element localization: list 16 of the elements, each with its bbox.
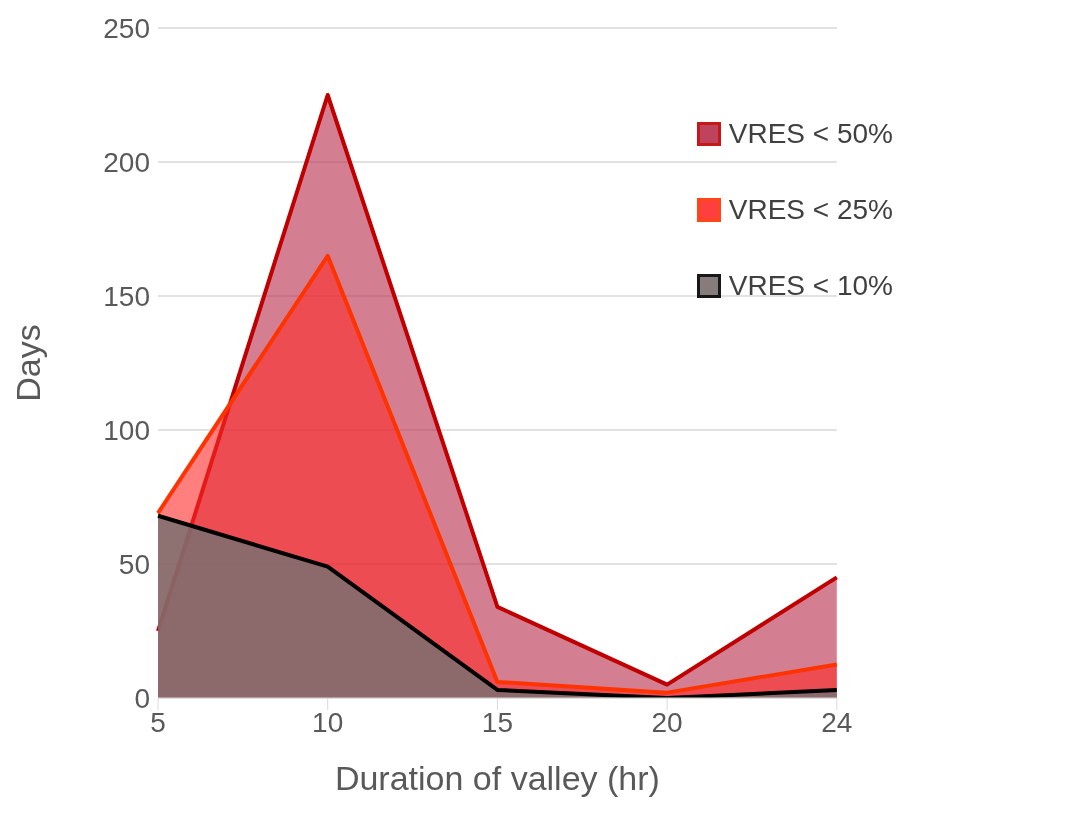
- x-axis-title: Duration of valley (hr): [334, 759, 660, 797]
- y-axis-title: Days: [9, 324, 48, 402]
- y-tick-label: 0: [134, 682, 150, 714]
- y-tick-label: 200: [103, 146, 150, 178]
- legend-label: VRES < 10%: [727, 270, 893, 302]
- y-tick-label: 150: [103, 280, 150, 312]
- y-tick-label: 250: [103, 12, 150, 44]
- x-tick-label: 24: [821, 706, 853, 738]
- x-tick-label: 15: [481, 706, 513, 738]
- y-tick-label: 100: [103, 414, 150, 446]
- legend-label: VRES < 50%: [727, 118, 893, 150]
- y-tick-label: 50: [118, 548, 150, 580]
- x-tick-label: 10: [312, 706, 344, 738]
- x-tick-label: 20: [651, 706, 683, 738]
- x-tick-label: 5: [150, 706, 166, 738]
- legend-label: VRES < 25%: [727, 194, 893, 226]
